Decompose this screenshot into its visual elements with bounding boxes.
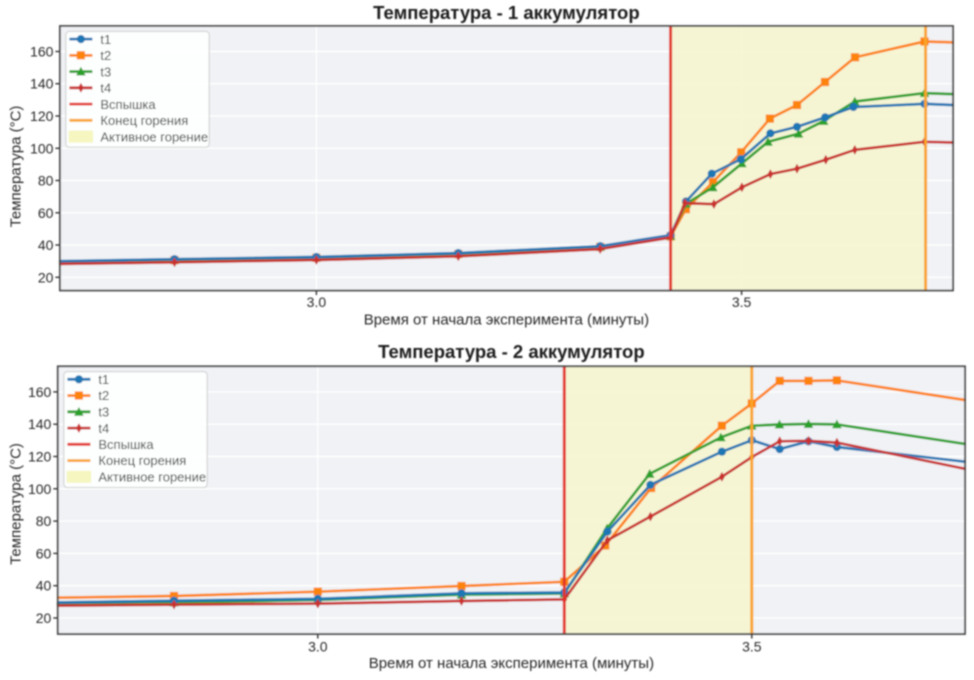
svg-text:t4: t4 bbox=[100, 81, 111, 96]
svg-text:t1: t1 bbox=[98, 372, 109, 387]
svg-text:160: 160 bbox=[30, 44, 54, 60]
svg-text:80: 80 bbox=[36, 513, 52, 529]
svg-text:120: 120 bbox=[28, 449, 52, 465]
svg-text:Температура - 1 аккумулятор: Температура - 1 аккумулятор bbox=[373, 2, 640, 23]
svg-text:3.5: 3.5 bbox=[732, 294, 752, 310]
svg-text:20: 20 bbox=[36, 610, 52, 626]
svg-text:Вспышка: Вспышка bbox=[98, 437, 154, 452]
svg-text:100: 100 bbox=[30, 140, 54, 156]
svg-text:Температура (°C): Температура (°C) bbox=[8, 106, 25, 228]
svg-text:Конец горения: Конец горения bbox=[100, 113, 188, 128]
svg-text:3.5: 3.5 bbox=[742, 639, 762, 655]
svg-text:40: 40 bbox=[36, 578, 52, 594]
svg-text:Температура (°C): Температура (°C) bbox=[8, 443, 25, 565]
svg-text:160: 160 bbox=[28, 384, 52, 400]
svg-text:20: 20 bbox=[38, 269, 54, 285]
svg-text:Конец горения: Конец горения bbox=[98, 453, 186, 468]
svg-text:Время от начала эксперимента (: Время от начала эксперимента (минуты) bbox=[364, 312, 649, 329]
svg-text:3.0: 3.0 bbox=[307, 294, 327, 310]
svg-text:60: 60 bbox=[36, 545, 52, 561]
svg-text:Температура - 2 аккумулятор: Температура - 2 аккумулятор bbox=[378, 341, 645, 362]
svg-text:t2: t2 bbox=[100, 48, 111, 63]
svg-text:140: 140 bbox=[30, 76, 54, 92]
svg-text:Вспышка: Вспышка bbox=[100, 97, 156, 112]
svg-text:t3: t3 bbox=[98, 405, 109, 420]
svg-text:t2: t2 bbox=[98, 388, 109, 403]
svg-text:80: 80 bbox=[38, 173, 54, 189]
svg-text:60: 60 bbox=[38, 205, 54, 221]
svg-text:Активное горение: Активное горение bbox=[98, 470, 206, 485]
svg-text:120: 120 bbox=[30, 108, 54, 124]
svg-text:40: 40 bbox=[38, 237, 54, 253]
svg-text:3.0: 3.0 bbox=[308, 639, 328, 655]
svg-text:Время от начала эксперимента (: Время от начала эксперимента (минуты) bbox=[369, 655, 654, 672]
svg-text:t3: t3 bbox=[100, 64, 111, 79]
svg-text:t1: t1 bbox=[100, 32, 111, 47]
svg-text:100: 100 bbox=[28, 481, 52, 497]
svg-text:t4: t4 bbox=[98, 421, 109, 436]
svg-text:Активное горение: Активное горение bbox=[100, 129, 208, 144]
svg-text:140: 140 bbox=[28, 416, 52, 432]
